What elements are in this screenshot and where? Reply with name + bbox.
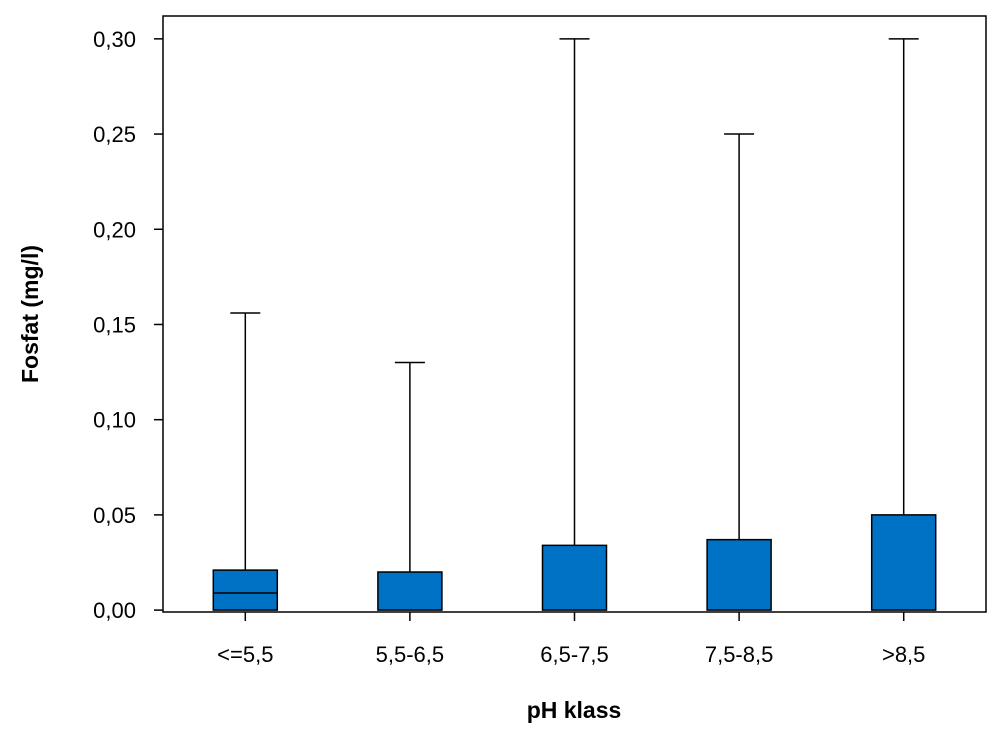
y-axis-title: Fosfat (mg/l) bbox=[17, 245, 43, 383]
x-axis: <=5,5 5,5-6,5 6,5-7,5 7,5-8,5 >8,5 bbox=[217, 612, 925, 667]
x-tick-label: >8,5 bbox=[882, 642, 925, 667]
y-axis: 0,00 0,05 0,10 0,15 0,20 0,25 0,30 bbox=[93, 27, 163, 623]
x-tick-label: 5,5-6,5 bbox=[376, 642, 445, 667]
box bbox=[212, 569, 279, 611]
y-tick-label: 0,30 bbox=[93, 27, 136, 52]
y-tick-label: 0,20 bbox=[93, 217, 136, 242]
y-tick-label: 0,05 bbox=[93, 503, 136, 528]
x-tick-label: 7,5-8,5 bbox=[705, 642, 774, 667]
x-tick-label: 6,5-7,5 bbox=[540, 642, 609, 667]
box-series bbox=[212, 38, 937, 611]
x-tick-label: <=5,5 bbox=[217, 642, 273, 667]
y-tick-label: 0,15 bbox=[93, 312, 136, 337]
box bbox=[706, 538, 772, 611]
box bbox=[870, 514, 937, 611]
x-axis-title: pH klass bbox=[527, 697, 622, 723]
box bbox=[541, 544, 608, 611]
y-tick-label: 0,25 bbox=[93, 122, 136, 147]
y-tick-label: 0,00 bbox=[93, 598, 136, 623]
box bbox=[377, 571, 443, 611]
y-tick-label: 0,10 bbox=[93, 408, 136, 433]
